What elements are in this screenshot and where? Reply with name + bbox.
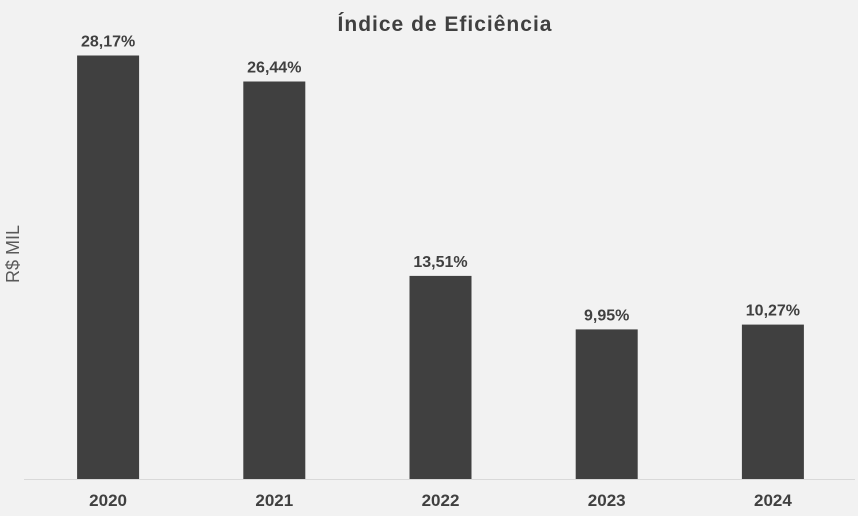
bar-2020: [77, 55, 140, 479]
bar-2022: [409, 275, 472, 479]
data-label-2024: 10,27%: [746, 303, 800, 320]
y-axis-label: R$ MIL: [3, 225, 23, 283]
bar-2024: [741, 324, 804, 479]
bar-2023: [575, 329, 638, 479]
data-labels-group: 28,17% 26,44% 13,51% 9,95% 10,27%: [81, 34, 800, 325]
bar-2021: [243, 81, 306, 479]
x-tick-labels-group: 2020 2021 2022 2023 2024: [89, 491, 792, 510]
x-tick-label-2023: 2023: [588, 491, 626, 510]
x-tick-label-2020: 2020: [89, 491, 127, 510]
data-label-2022: 13,51%: [413, 254, 467, 271]
data-label-2020: 28,17%: [81, 34, 135, 51]
x-tick-label-2021: 2021: [255, 491, 293, 510]
data-label-2023: 9,95%: [584, 307, 629, 324]
x-tick-label-2022: 2022: [422, 491, 460, 510]
x-tick-label-2024: 2024: [754, 491, 792, 510]
data-label-2021: 26,44%: [247, 60, 301, 77]
bars-group: [77, 55, 804, 479]
chart-title: Índice de Eficiência: [338, 13, 553, 36]
